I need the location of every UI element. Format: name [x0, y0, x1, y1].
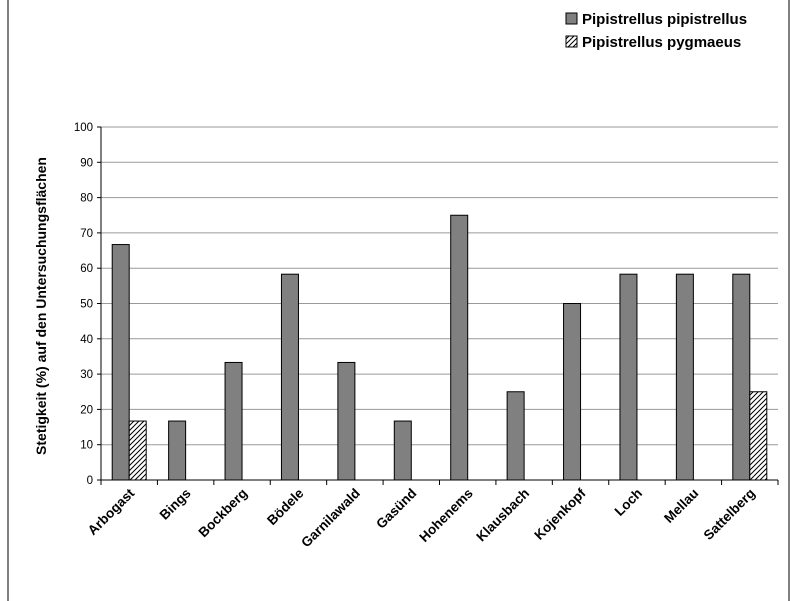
y-tick-label: 60 [80, 263, 93, 275]
legend-label: Pipistrellus pipistrellus [582, 11, 747, 28]
legend-label: Pipistrellus pygmaeus [582, 34, 741, 51]
bar-pipistrellus-9 [619, 273, 638, 481]
y-tick-label: 50 [80, 299, 93, 311]
y-tick-label: 20 [80, 404, 93, 416]
x-category-label: Bödele [264, 485, 307, 528]
axes [100, 127, 779, 485]
x-category-label: Gasünd [373, 486, 419, 532]
bar-pipistrellus-5 [393, 420, 412, 481]
y-tick-label: 100 [74, 122, 93, 134]
x-category-label: Mellau [661, 486, 701, 526]
y-tick-label: 70 [80, 228, 93, 240]
y-tick-label: 30 [80, 369, 93, 381]
x-category-label: Sattelberg [701, 486, 758, 543]
bar-pipistrellus-6 [450, 214, 469, 481]
bar-pipistrellus-0 [111, 244, 130, 481]
legend: Pipistrellus pipistrellus Pipistrellus py… [565, 11, 747, 51]
y-axis-ticks: 0 10 20 30 40 50 60 70 80 90 100 [74, 122, 101, 487]
y-tick-label: 90 [80, 157, 93, 169]
x-category-label: Bings [157, 486, 194, 523]
legend-swatch [565, 35, 578, 48]
y-tick-label: 80 [80, 193, 93, 205]
bar-pipistrellus-1 [168, 420, 187, 481]
y-tick-label: 0 [87, 475, 93, 487]
bar-pipistrellus-8 [563, 303, 582, 481]
bar-pipistrellus-4 [337, 361, 356, 481]
y-axis-label: Stetigkeit (%) auf den Untersuchungsfläc… [33, 157, 49, 455]
y-tick-label: 10 [80, 440, 93, 452]
x-category-label: Klausbach [473, 486, 532, 545]
bar-pipistrellus-10 [675, 273, 694, 481]
bar-pygmaeus-11 [749, 391, 768, 481]
gridlines [101, 126, 778, 446]
bars-group [111, 214, 768, 481]
legend-swatch [565, 12, 578, 25]
x-category-label: Loch [612, 486, 645, 519]
bar-pipistrellus-7 [506, 391, 525, 481]
x-category-label: Garnilawald [298, 486, 363, 551]
bar-pipistrellus-2 [224, 361, 243, 481]
bar-pipistrellus-11 [732, 273, 751, 481]
x-category-label: Bockberg [196, 486, 251, 541]
bar-pygmaeus-0 [128, 420, 147, 481]
x-category-label: Hohenems [416, 486, 475, 545]
x-category-label: Kojenkopf [531, 485, 589, 543]
y-tick-label: 40 [80, 334, 93, 346]
bar-pipistrellus-3 [280, 273, 299, 481]
x-category-label: Arbogast [85, 485, 138, 538]
